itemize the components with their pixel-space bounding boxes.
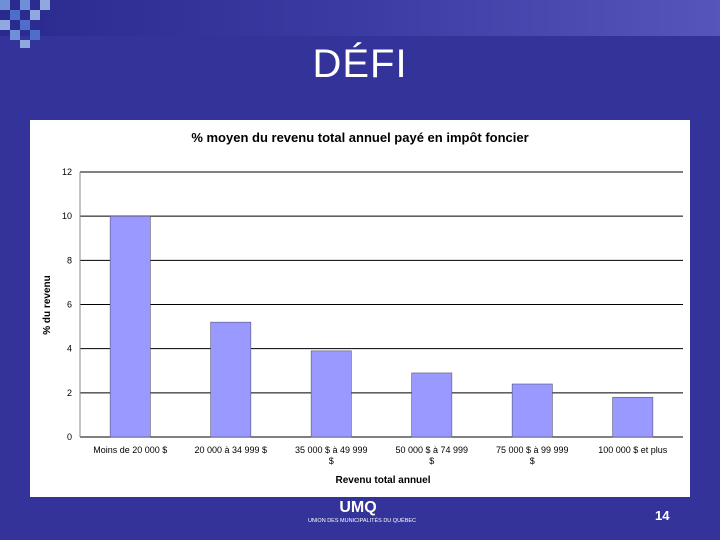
gridlines [79,171,683,438]
y-tick-label: 12 [62,167,72,177]
slide-title: DÉFI [312,42,408,86]
x-category-label: 100 000 $ et plus [598,445,668,455]
decorative-squares-icon [0,0,50,48]
x-category-label: 35 000 $ à 49 999 [295,445,368,455]
x-category-label: $ [530,456,535,466]
x-category-label: 50 000 $ à 74 999 [395,445,468,455]
y-tick-label: 0 [67,432,72,442]
x-category-label: Moins de 20 000 $ [93,445,167,455]
bar [411,372,453,438]
x-category-label: $ [429,456,434,466]
bar [109,215,151,438]
bar-chart: % moyen du revenu total annuel payé en i… [30,120,690,497]
x-category-label: 20 000 à 34 999 $ [194,445,267,455]
umq-logo-icon: UMQ UNION DES MUNICIPALITÉS DU QUÉBEC [308,499,416,524]
y-tick-label: 4 [67,344,72,354]
x-axis-label: Revenu total annuel [335,475,430,486]
bar [511,383,553,438]
bar [210,321,252,438]
y-tick-labels: 0 2 4 6 8 10 12 [62,167,72,442]
x-category-label: $ [329,456,334,466]
y-tick-label: 8 [67,255,72,265]
chart-title: % moyen du revenu total annuel payé en i… [191,130,528,145]
title-band [0,0,720,36]
x-category-labels: Moins de 20 000 $ 20 000 à 34 999 $ 35 000… [93,445,668,466]
bar [310,350,352,438]
y-tick-label: 2 [67,388,72,398]
y-tick-label: 10 [62,211,72,221]
y-axis-label: % du revenu [42,275,53,334]
x-category-label: 75 000 $ à 99 999 [496,445,569,455]
logo-subtext: UNION DES MUNICIPALITÉS DU QUÉBEC [308,517,416,524]
y-tick-label: 6 [67,300,72,310]
bar [612,396,654,438]
chart-canvas: % moyen du revenu total annuel payé en i… [42,130,683,486]
slide-number: 14 [655,508,670,523]
bars [109,215,654,438]
logo-text: UMQ [339,499,376,516]
